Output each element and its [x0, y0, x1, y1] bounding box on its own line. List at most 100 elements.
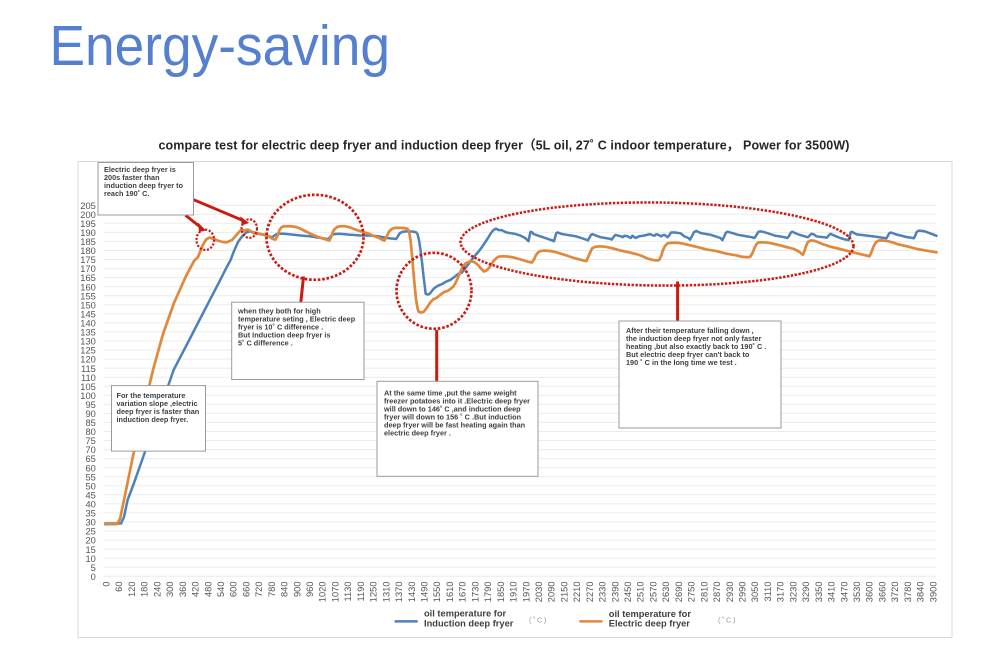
svg-text:Induction deep fryer: Induction deep fryer	[424, 619, 514, 629]
svg-text:3780: 3780	[903, 582, 913, 603]
svg-text:2450: 2450	[623, 582, 633, 603]
svg-text:3900: 3900	[928, 582, 938, 603]
svg-text:180: 180	[80, 246, 96, 256]
svg-text:660: 660	[241, 582, 251, 598]
svg-text:0: 0	[91, 572, 96, 582]
svg-text:1070: 1070	[331, 582, 341, 603]
svg-text:5: 5	[91, 563, 96, 573]
svg-text:3170: 3170	[776, 582, 786, 603]
svg-text:3530: 3530	[852, 582, 862, 603]
svg-text:1190: 1190	[356, 582, 366, 602]
svg-text:2870: 2870	[712, 582, 722, 603]
svg-text:25: 25	[85, 527, 95, 537]
svg-text:At the same time ,put the same: At the same time ,put the same weight fre…	[383, 389, 530, 438]
svg-text:1790: 1790	[483, 582, 493, 603]
svg-text:70: 70	[85, 445, 95, 455]
svg-text:1490: 1490	[420, 582, 430, 603]
svg-text:180: 180	[140, 582, 150, 598]
svg-text:1430: 1430	[407, 582, 417, 603]
svg-text:3600: 3600	[865, 582, 875, 603]
svg-text:200: 200	[80, 210, 96, 220]
svg-text:170: 170	[80, 264, 96, 274]
svg-text:50: 50	[85, 481, 95, 491]
svg-text:2270: 2270	[585, 582, 595, 603]
svg-text:3350: 3350	[814, 582, 824, 603]
svg-text:3660: 3660	[877, 582, 887, 603]
svg-text:85: 85	[85, 418, 95, 428]
svg-text:2150: 2150	[559, 582, 569, 603]
svg-text:( ˚ C ): ( ˚ C )	[529, 616, 547, 625]
svg-text:60: 60	[114, 582, 124, 592]
svg-text:20: 20	[85, 536, 95, 546]
svg-text:30: 30	[85, 518, 95, 528]
svg-text:540: 540	[216, 582, 226, 598]
svg-text:780: 780	[267, 582, 277, 598]
svg-text:3050: 3050	[750, 582, 760, 603]
svg-text:95: 95	[85, 400, 95, 410]
svg-text:2090: 2090	[547, 582, 557, 603]
svg-text:compare test for electric deep: compare test for electric deep fryer and…	[159, 138, 850, 153]
svg-text:1250: 1250	[369, 582, 379, 603]
svg-text:2510: 2510	[636, 582, 646, 603]
svg-text:960: 960	[305, 582, 315, 598]
svg-text:60: 60	[85, 463, 95, 473]
svg-text:155: 155	[80, 291, 96, 301]
svg-text:2810: 2810	[699, 582, 709, 603]
svg-text:90: 90	[85, 409, 95, 419]
svg-text:0: 0	[102, 582, 112, 587]
svg-text:1610: 1610	[445, 582, 455, 603]
svg-text:1670: 1670	[458, 582, 468, 603]
svg-text:110: 110	[81, 373, 96, 383]
svg-text:600: 600	[229, 582, 239, 598]
svg-text:160: 160	[80, 282, 96, 292]
svg-text:480: 480	[203, 582, 213, 598]
svg-text:240: 240	[152, 582, 162, 598]
svg-text:125: 125	[80, 346, 96, 356]
svg-text:130: 130	[80, 337, 96, 347]
svg-text:1910: 1910	[509, 582, 519, 603]
svg-text:105: 105	[80, 382, 96, 392]
svg-text:360: 360	[178, 582, 188, 598]
svg-text:150: 150	[80, 300, 96, 310]
svg-text:190: 190	[80, 228, 96, 238]
svg-text:1730: 1730	[470, 582, 480, 603]
svg-text:145: 145	[80, 309, 96, 319]
svg-text:65: 65	[85, 454, 95, 464]
svg-text:3290: 3290	[801, 582, 811, 603]
svg-text:10: 10	[85, 554, 95, 564]
svg-text:205: 205	[80, 201, 96, 211]
svg-text:75: 75	[85, 436, 95, 446]
svg-text:100: 100	[80, 391, 96, 401]
svg-text:2690: 2690	[674, 582, 684, 603]
svg-text:3410: 3410	[827, 582, 837, 603]
svg-text:oil temperature for: oil temperature for	[609, 609, 692, 619]
svg-text:oil temperature for: oil temperature for	[424, 608, 507, 618]
svg-text:420: 420	[191, 582, 201, 598]
svg-text:140: 140	[80, 319, 96, 329]
svg-text:35: 35	[85, 509, 95, 519]
svg-text:2330: 2330	[598, 582, 608, 603]
svg-text:45: 45	[85, 490, 95, 500]
svg-text:Energy-saving: Energy-saving	[50, 14, 391, 78]
svg-text:2990: 2990	[738, 582, 748, 603]
svg-text:3840: 3840	[916, 582, 926, 603]
svg-text:185: 185	[80, 237, 96, 247]
svg-text:300: 300	[165, 582, 175, 598]
svg-text:120: 120	[80, 355, 96, 365]
svg-text:1550: 1550	[432, 582, 442, 603]
svg-text:2570: 2570	[649, 582, 659, 603]
svg-text:2750: 2750	[687, 582, 697, 603]
svg-text:3720: 3720	[890, 582, 900, 603]
svg-text:840: 840	[280, 582, 290, 598]
svg-text:15: 15	[85, 545, 95, 555]
svg-text:3230: 3230	[788, 582, 798, 603]
svg-text:1310: 1310	[381, 582, 391, 603]
svg-text:1020: 1020	[318, 582, 328, 603]
svg-text:2930: 2930	[725, 582, 735, 603]
svg-text:2210: 2210	[572, 582, 582, 603]
svg-text:115: 115	[81, 364, 96, 374]
svg-text:1850: 1850	[496, 582, 506, 603]
svg-text:( ˚ C ): ( ˚ C )	[718, 616, 736, 625]
